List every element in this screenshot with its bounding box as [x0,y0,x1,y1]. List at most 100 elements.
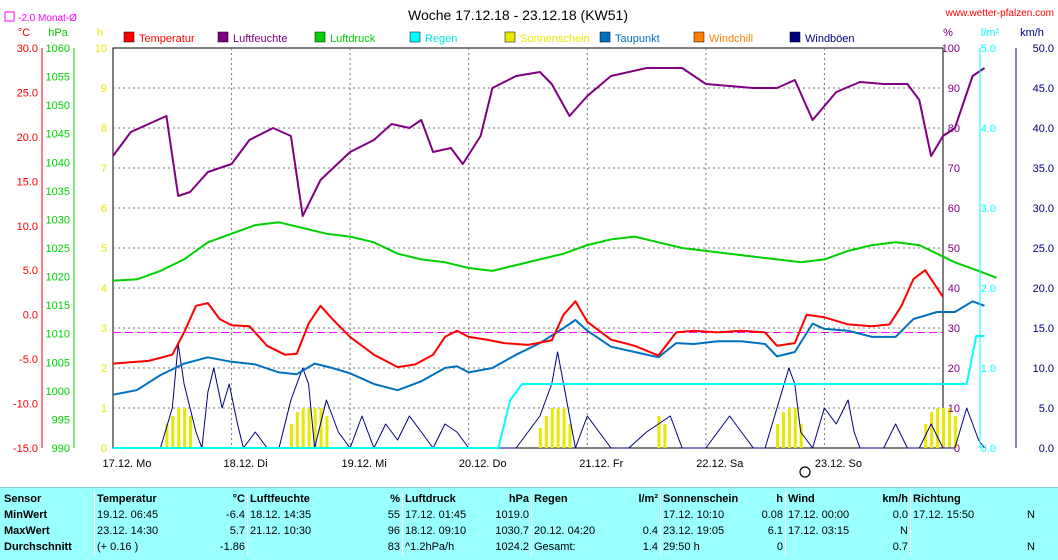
tick-label-press: 1000 [46,386,70,398]
day-label: 20.12. Do [459,458,507,470]
tick-label-press: 1005 [46,357,70,369]
stats-header-unit: l/m² [638,493,658,505]
stats-cell-value: 0 [776,541,783,553]
tick-label-hum: 30 [948,323,960,335]
tick-label-sun: 5 [101,243,107,255]
legend-label: Windchill [709,33,753,45]
stats-cell-value: 55 [387,509,400,521]
stats-cell: 21.12. 10:30 [247,523,362,539]
monthly-avg-legend-swatch [4,11,15,22]
axis-unit-temp: °C [18,27,30,39]
tick-label-press: 1015 [46,300,70,312]
stats-row-label: MaxWert [4,525,50,537]
tick-label-hum: 10 [948,403,960,415]
tick-label-press: 1010 [46,329,70,341]
tick-label-press: 990 [52,443,70,455]
stats-cell-value: N [1027,509,1035,521]
tick-label-rain: 0.0 [981,443,996,455]
axis-unit-wind: km/h [1020,27,1044,39]
weather-chart: 17.12. Mo 18.12. Di 19.12. Mi 20.12. Do 21.1… [4,7,1054,478]
stats-cell-value: 1019.0 [495,509,529,521]
stats-header-unit [1015,491,1037,507]
monthly-avg-label: -2.0 Monat-Ø [18,13,77,24]
legend-label: Regen [425,33,457,45]
stats-cell-value: 1030.7 [495,525,529,537]
statistics-table: Sensor Temperatur °C Luftfeuchte% Luftdruck h… [0,487,1058,560]
stats-cell: 17.12. 00:00 [785,507,868,523]
tick-label-press: 1055 [46,72,70,84]
sunshine-bar [776,424,779,448]
sunshine-bar [165,424,169,448]
day-label: 19.12. Mi [342,458,387,470]
stats-cell-value [614,507,661,523]
tick-label-sun: 2 [101,363,107,375]
stats-row-label: Durchschnitt [4,541,72,553]
stats-row: Durchschnitt (+ 0.16 ) -1.86 83 ^1.2hPa/h 102… [2,539,1037,555]
stats-cell-value: 0.7 [892,541,908,553]
tick-label-press: 1035 [46,186,70,198]
tick-label-press: 1040 [46,157,70,169]
chart-grid [112,47,944,449]
tick-label-temp: 20.0 [17,132,38,144]
series-line-regen [113,335,985,449]
stats-header: Wind [785,491,868,507]
legend-label: Windböen [805,33,855,45]
tick-label-temp: 30.0 [17,43,38,55]
tick-label-sun: 6 [101,203,107,215]
legend-swatch [789,31,801,43]
legend-swatch [409,31,421,43]
tick-label-sun: 1 [101,403,107,415]
chart-title: Woche 17.12.18 - 23.12.18 (KW51) [408,7,628,23]
tick-label-wind: 20.0 [1033,283,1054,295]
tick-label-press: 1025 [46,243,70,255]
tick-label-press: 1020 [46,272,70,284]
sunshine-bar [307,408,311,448]
sunshine-bar [947,408,951,448]
sunshine-bar [295,412,299,448]
sunshine-bar [550,408,554,448]
wind-direction-icon [799,466,811,478]
legend-swatch [217,31,229,43]
stats-header-unit: °C [232,493,245,505]
sunshine-bar [799,424,803,448]
series-line-taupunkt [112,300,985,396]
day-label: 22.12. Sa [696,458,744,470]
sunshine-bar [325,416,329,448]
stats-cell: Gesamt: [531,539,614,555]
tick-label-rain: 5.0 [981,43,996,55]
legend-swatch [693,31,705,43]
sunshine-bar [544,416,548,448]
sunshine-bar [556,408,560,448]
stats-cell: 19.12. 06:45 [94,507,209,523]
series-line-luftdruck [112,221,997,282]
stats-cell: ^1.2hPa/h [402,539,485,555]
stats-header-unit: hPa [508,493,529,505]
day-label: 18.12. Di [224,458,268,470]
tick-label-wind: 40.0 [1033,123,1054,135]
stats-cell-value: 5.7 [229,525,245,537]
tick-label-rain: 3.0 [981,203,996,215]
source-link[interactable]: www.wetter-pfalzen.com [945,8,1054,19]
tick-label-sun: 9 [101,83,107,95]
stats-cell [910,523,1015,539]
legend-swatch [123,31,135,43]
legend-label: Taupunkt [615,33,660,45]
axis-unit-press: hPa [48,27,68,39]
stats-cell [247,539,362,555]
tick-label-temp: 0.0 [23,310,38,322]
tick-label-wind: 5.0 [1039,403,1054,415]
legend-swatch [504,31,516,43]
stats-cell-value: 0.08 [761,509,783,521]
tick-label-hum: 20 [948,363,960,375]
stats-cell [910,539,1015,555]
legend-swatch [314,31,326,43]
stats-cell-value: 83 [387,541,400,553]
chart-legend: Temperatur Luftfeuchte Luftdruck Regen Sonne… [123,31,855,45]
sunshine-bar [953,416,957,448]
sunshine-bar [942,408,945,448]
sunshine-bar [787,408,791,448]
series-line-luftfeuchte [112,67,986,217]
stats-cell-value: N [1027,541,1035,553]
tick-label-hum: 90 [948,83,960,95]
stats-cell [785,539,868,555]
